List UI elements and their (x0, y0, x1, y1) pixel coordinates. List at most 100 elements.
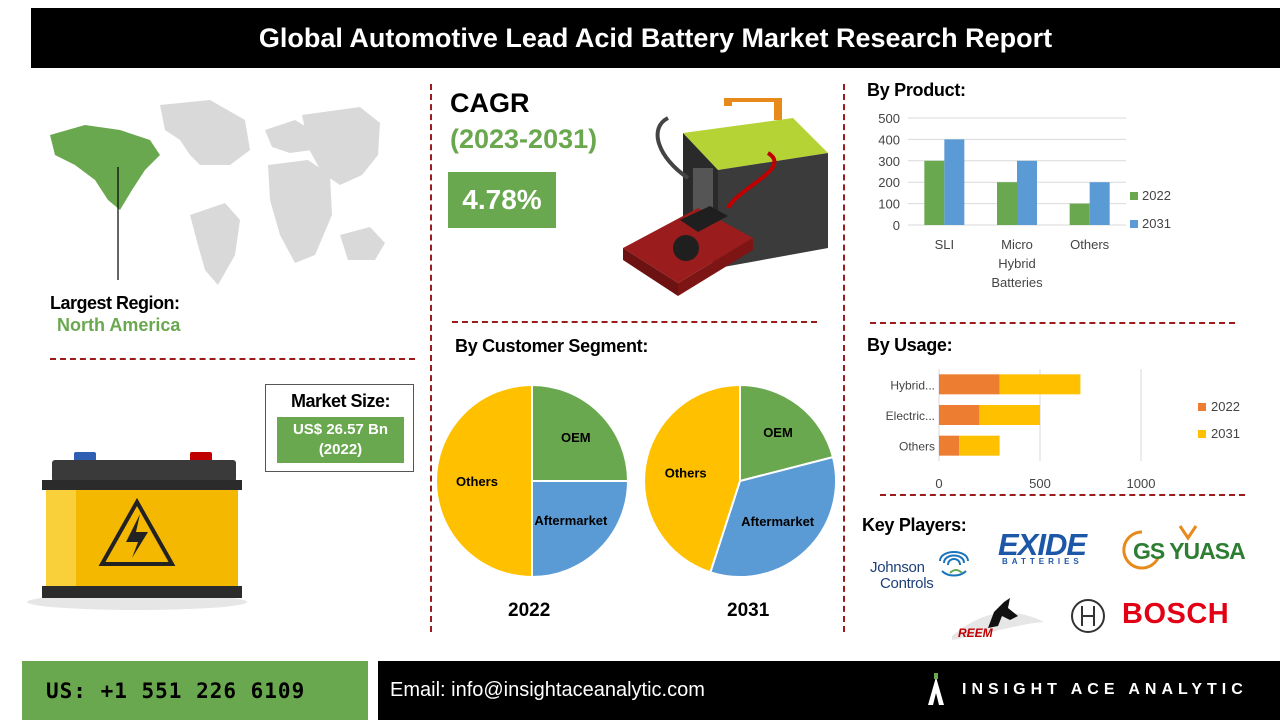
australia-shape (340, 227, 385, 260)
world-map (50, 100, 385, 285)
market-size-card: Market Size: US$ 26.57 Bn (2022) (265, 384, 414, 472)
battery-multimeter-icon (623, 98, 828, 296)
pie-label-aftermarket: Aftermarket (741, 514, 815, 529)
divider-region (50, 358, 415, 360)
footer-brand: INSIGHT ACE ANALYTIC (962, 681, 1248, 698)
product-legend-swatch (1130, 192, 1138, 200)
divider-usage (880, 494, 1245, 496)
johnson-controls-swirl-icon (939, 551, 969, 577)
usage-bar-2031 (999, 374, 1081, 395)
johnson-controls-logo: Johnson Controls (870, 559, 934, 592)
usage-bar-2031 (959, 435, 1000, 456)
insight-ace-logo-icon (928, 673, 944, 705)
product-y-tick: 400 (878, 132, 900, 147)
reem-logo: REEM (958, 626, 993, 640)
product-bar-2022 (997, 182, 1017, 225)
product-category-label: Batteries (991, 275, 1043, 290)
asia-shape (302, 107, 380, 185)
usage-bar-2022 (939, 405, 980, 425)
product-y-tick: 100 (878, 197, 900, 212)
divider-left (430, 84, 432, 632)
usage-category-label: Electric... (886, 409, 935, 423)
divider-right (843, 84, 845, 632)
north-america-shape (50, 125, 160, 210)
divider-product (870, 322, 1235, 324)
battery-icon (27, 452, 247, 610)
pie-label-others: Others (456, 474, 498, 489)
usage-category-label: Hybrid... (890, 378, 935, 392)
page-title: Global Automotive Lead Acid Battery Mark… (31, 8, 1280, 68)
pie-slice-oem (531, 383, 630, 482)
pie-slice-others (435, 383, 533, 579)
product-bar-2022 (1069, 203, 1090, 225)
product-bar-2031 (944, 139, 965, 225)
gs-yuasa-logo-mark (1122, 525, 1198, 570)
product-bar-2031 (1089, 182, 1110, 225)
product-y-tick: 500 (878, 111, 900, 126)
product-bar-2031 (1017, 160, 1037, 225)
greenland-shape (160, 100, 250, 165)
gs-yuasa-logo: GS YUASA (1133, 538, 1246, 564)
cagr-label: CAGR (450, 88, 530, 118)
product-legend-label: 2022 (1142, 188, 1171, 203)
usage-bar-chart: 0 500 1000 Hybrid... Electric... Others 2022 20… (886, 369, 1240, 491)
bosch-armature-icon (1071, 599, 1105, 633)
key-players-title: Key Players: (862, 515, 967, 535)
product-category-label: Hybrid (998, 256, 1036, 271)
product-category-label: Micro (1001, 237, 1033, 252)
pie-2022-title: 2022 (508, 600, 551, 621)
customer-pie-2031: OEM Aftermarket Others (643, 383, 837, 578)
usage-legend-label: 2031 (1211, 426, 1240, 441)
by-usage-title: By Usage: (867, 335, 953, 355)
usage-bar-2022 (939, 374, 1000, 395)
largest-region-value: North America (57, 315, 181, 335)
by-product-title: By Product: (867, 80, 966, 100)
south-america-shape (190, 203, 240, 285)
bosch-logo: BOSCH (1122, 598, 1230, 630)
africa-shape (268, 160, 332, 263)
usage-x-tick: 500 (1029, 476, 1051, 491)
product-legend-swatch (1130, 220, 1138, 228)
pie-label-aftermarket: Aftermarket (534, 513, 608, 528)
usage-legend-swatch (1198, 403, 1206, 411)
product-y-tick: 300 (878, 154, 900, 169)
usage-legend-label: 2022 (1211, 399, 1240, 414)
customer-pie-2022: OEM Aftermarket Others (435, 383, 630, 579)
product-y-tick: 0 (893, 218, 900, 233)
usage-legend-swatch (1198, 430, 1206, 438)
pie-slice-aftermarket (709, 455, 837, 578)
usage-category-label: Others (899, 440, 935, 454)
pie-slice-aftermarket (531, 480, 630, 579)
usage-x-tick: 0 (935, 476, 942, 491)
usage-x-tick: 1000 (1127, 476, 1156, 491)
market-size-year: (2022) (318, 441, 363, 458)
johnson-controls-text-1: Johnson (870, 559, 925, 576)
product-bar-2022 (924, 160, 945, 225)
cagr-value: 4.78% (448, 172, 556, 228)
product-bar-chart: 0 100 200 300 400 500 SLI Micro Hybrid Batteries O… (878, 111, 1171, 290)
cagr-period: (2023-2031) (450, 124, 598, 154)
johnson-controls-text-2: Controls (880, 575, 934, 592)
product-category-label: Others (1070, 237, 1110, 252)
market-size-value: US$ 26.57 Bn (2022) (277, 417, 404, 463)
pie-slice-oem (739, 383, 835, 483)
product-category-label: SLI (935, 237, 955, 252)
pie-2031-title: 2031 (727, 600, 770, 621)
product-y-tick: 200 (878, 175, 900, 190)
exide-subtitle: BATTERIES (1002, 557, 1083, 566)
pie-label-others: Others (665, 465, 707, 480)
product-legend-label: 2031 (1142, 216, 1171, 231)
usage-bar-2031 (979, 405, 1040, 425)
market-size-amount: US$ 26.57 Bn (292, 421, 389, 438)
largest-region-label: Largest Region: (50, 293, 180, 313)
exide-logo: EXIDE (998, 527, 1087, 562)
market-size-label: Market Size: (290, 391, 391, 411)
pie-label-oem: OEM (763, 425, 793, 440)
footer-bar: Email: info@insightaceanalytic.com INSIG… (378, 661, 1280, 720)
customer-segment-title: By Customer Segment: (455, 336, 649, 356)
pie-slice-others (643, 383, 741, 574)
footer-email[interactable]: Email: info@insightaceanalytic.com (390, 679, 705, 701)
footer-phone[interactable]: US: +1 551 226 6109 (22, 661, 368, 720)
usage-bar-2022 (939, 435, 960, 456)
pie-label-oem: OEM (561, 430, 591, 445)
